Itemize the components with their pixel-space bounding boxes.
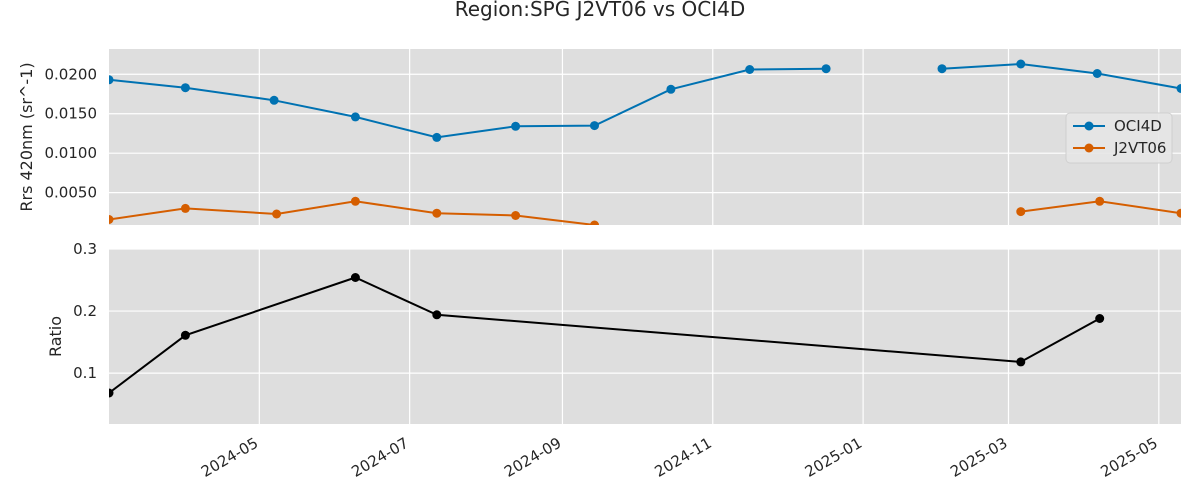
y-tick-label-rrs: 0.0150	[45, 105, 98, 123]
plot-area-rrs	[109, 49, 1181, 225]
data-point-oci4d	[821, 64, 831, 74]
data-point-oci4d	[590, 121, 599, 131]
data-point-oci4d	[1016, 59, 1026, 69]
chart-title: Region:SPG J2VT06 vs OCI4D	[455, 0, 746, 21]
legend-label-j2vt06: J2VT06	[1113, 139, 1166, 157]
data-point-j2vt06	[1095, 196, 1105, 206]
x-tick-label: 2024-09	[501, 434, 564, 481]
legend-label-oci4d: OCI4D	[1114, 117, 1162, 135]
data-point-j2vt06	[109, 215, 114, 224]
legend-marker-oci4d	[1084, 121, 1094, 131]
y-tick-label-ratio: 0.1	[73, 364, 97, 382]
data-point-oci4d	[269, 95, 279, 105]
y-axis-label-rrs: Rrs 420nm (sr^-1)	[17, 62, 36, 211]
series-line-oci4d	[109, 67, 827, 139]
x-tick-label: 2025-05	[1098, 434, 1161, 481]
data-point-j2vt06	[180, 203, 190, 213]
x-tick-label: 2025-03	[947, 434, 1010, 481]
data-point-j2vt06	[590, 220, 599, 225]
data-point-j2vt06	[511, 211, 521, 220]
data-point-oci4d	[1176, 84, 1181, 93]
y-tick-label-ratio: 0.3	[73, 240, 97, 258]
data-point-oci4d	[1092, 69, 1102, 78]
x-tick-label: 2025-01	[802, 434, 865, 481]
data-point-ratio	[180, 330, 190, 340]
data-point-ratio	[1016, 357, 1026, 367]
data-point-ratio	[432, 310, 442, 320]
data-point-ratio	[109, 388, 114, 398]
data-point-oci4d	[666, 84, 676, 94]
data-point-j2vt06	[1016, 207, 1026, 217]
y-tick-label-rrs: 0.0200	[45, 65, 98, 83]
data-point-oci4d	[180, 83, 190, 93]
legend-marker-j2vt06	[1084, 143, 1094, 153]
series-group-rrs	[109, 59, 1181, 225]
x-tick-label: 2024-11	[651, 434, 714, 481]
data-point-oci4d	[511, 121, 521, 131]
series-line-oci4d	[941, 62, 1181, 90]
data-point-j2vt06	[1176, 208, 1181, 218]
data-point-oci4d	[745, 65, 755, 74]
data-point-ratio	[1095, 314, 1105, 323]
y-tick-label-rrs: 0.0100	[45, 144, 98, 162]
plot-area-ratio	[109, 249, 1181, 424]
data-point-j2vt06	[350, 196, 360, 206]
data-point-oci4d	[937, 64, 947, 74]
data-point-j2vt06	[272, 209, 282, 219]
x-tick-label: 2024-07	[348, 434, 411, 481]
y-tick-label-ratio: 0.2	[73, 302, 97, 320]
data-point-oci4d	[109, 75, 114, 85]
x-tick-label: 2024-05	[198, 434, 261, 481]
data-point-oci4d	[432, 132, 442, 142]
y-tick-label-rrs: 0.0050	[45, 184, 98, 202]
series-group-ratio	[109, 273, 1105, 398]
series-line-ratio	[109, 276, 1101, 394]
data-point-j2vt06	[432, 208, 442, 218]
data-point-ratio	[350, 273, 360, 282]
data-point-oci4d	[350, 112, 360, 122]
y-axis-label-ratio: Ratio	[46, 316, 65, 357]
